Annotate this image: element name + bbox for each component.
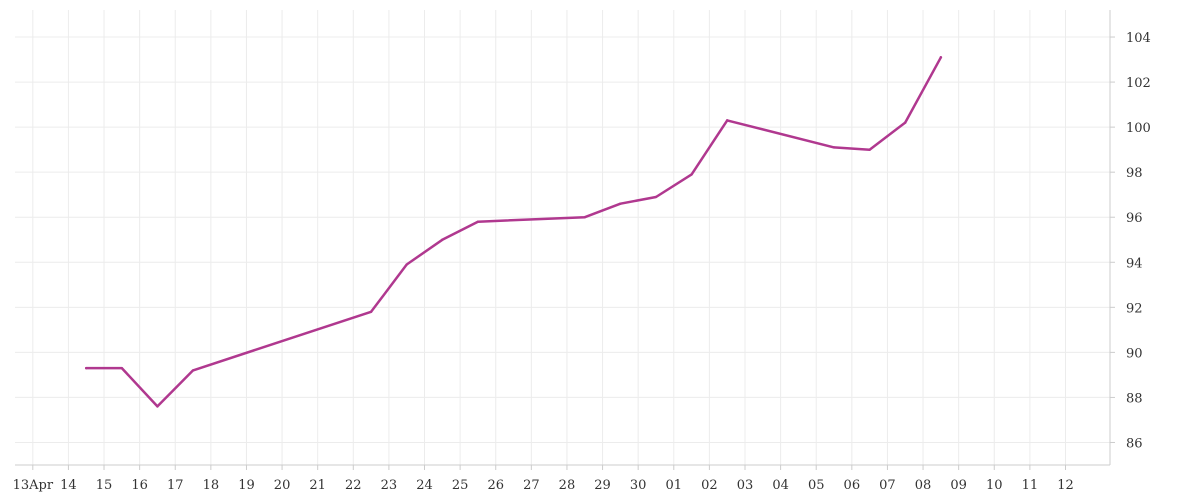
x-tick-label: 10 <box>986 478 1003 493</box>
x-tick-label: 12 <box>1057 478 1074 493</box>
x-tick-label: 11 <box>1022 478 1039 493</box>
data-point <box>441 238 444 241</box>
x-tick-label: 05 <box>808 478 825 493</box>
x-tick-label: 06 <box>844 478 861 493</box>
x-axis-tick-labels: 13Apr 14 15 16 17 18 19 20 21 22 23 24 25 26 27 28 29 30 0… <box>13 478 1074 493</box>
y-tick-label: 90 <box>1126 346 1143 361</box>
x-tick-label: 03 <box>737 478 754 493</box>
x-tick-label: 24 <box>416 478 433 493</box>
x-tick-label: 28 <box>559 478 576 493</box>
horizontal-gridlines <box>15 36 1110 443</box>
data-point <box>939 56 943 59</box>
data-point <box>156 405 159 408</box>
data-point <box>120 366 124 370</box>
data-point <box>369 310 373 314</box>
axes <box>15 10 1115 470</box>
y-tick-label: 96 <box>1126 211 1143 226</box>
data-point <box>476 220 480 223</box>
x-tick-label: 25 <box>452 478 469 493</box>
data-point <box>868 148 871 151</box>
x-tick-label: 23 <box>381 478 398 493</box>
series-group <box>84 56 943 408</box>
x-tick-label: 21 <box>309 478 326 493</box>
data-point <box>690 173 693 176</box>
x-tick-label: 20 <box>274 478 291 493</box>
x-tick-label: 19 <box>238 478 255 493</box>
x-tick-label: 26 <box>487 478 504 493</box>
x-tick-label: 08 <box>915 478 932 493</box>
y-tick-label: 92 <box>1126 301 1143 316</box>
y-tick-label: 102 <box>1126 76 1151 91</box>
x-tick-label: 09 <box>950 478 967 493</box>
y-tick-label: 98 <box>1126 166 1143 181</box>
x-tick-label: 14 <box>60 478 77 493</box>
vertical-gridlines <box>32 10 1066 465</box>
x-tick-label: 17 <box>167 478 184 493</box>
y-tick-label: 100 <box>1126 121 1151 136</box>
x-tick-label: 13Apr <box>13 478 54 493</box>
x-tick-label: 27 <box>523 478 540 493</box>
x-tick-label: 29 <box>594 478 611 493</box>
data-point <box>654 195 658 199</box>
x-tick-label: 04 <box>772 478 789 493</box>
x-tick-label: 02 <box>701 478 718 493</box>
data-point <box>904 121 907 124</box>
y-tick-label: 104 <box>1126 31 1151 46</box>
x-tick-label: 01 <box>666 478 683 493</box>
data-point <box>725 119 729 122</box>
y-tick-label: 94 <box>1126 256 1143 271</box>
y-tick-label: 88 <box>1126 391 1143 406</box>
x-tick-label: 22 <box>345 478 362 493</box>
data-point <box>191 369 195 372</box>
x-tick-label: 07 <box>879 478 896 493</box>
y-tick-label: 86 <box>1126 436 1143 451</box>
x-tick-label: 15 <box>96 478 113 493</box>
y-axis-tick-labels: 86 88 90 92 94 96 98 100 102 104 <box>1126 31 1151 451</box>
data-point <box>619 202 622 205</box>
data-point <box>832 146 836 149</box>
x-tick-label: 18 <box>203 478 220 493</box>
data-point <box>405 263 408 266</box>
data-point <box>583 216 586 219</box>
x-tick-label: 16 <box>131 478 148 493</box>
series-line <box>84 56 943 408</box>
x-tick-label: 30 <box>630 478 647 493</box>
data-point <box>85 366 88 370</box>
